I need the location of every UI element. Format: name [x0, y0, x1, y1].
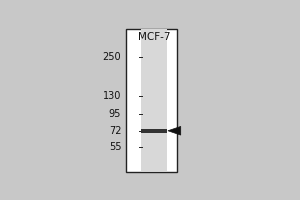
Text: 95: 95 [109, 109, 121, 119]
Text: 250: 250 [103, 52, 121, 62]
Bar [141, 129, 167, 133]
Polygon shape [168, 126, 181, 135]
Text: MCF-7: MCF-7 [138, 32, 170, 42]
Bar [126, 29, 177, 172]
Text: 72: 72 [109, 126, 121, 136]
Bar [141, 29, 167, 171]
Text: 130: 130 [103, 91, 121, 101]
Text: 55: 55 [109, 142, 121, 152]
